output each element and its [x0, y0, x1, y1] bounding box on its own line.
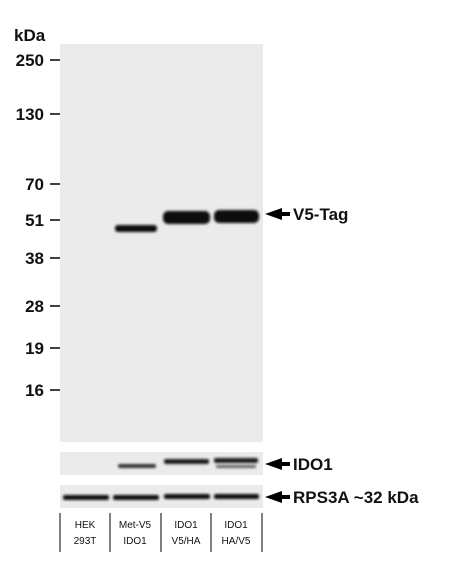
lane-label: IDO1 — [123, 536, 147, 547]
ido1-blot — [60, 452, 263, 475]
marker-label: 70 — [25, 175, 44, 194]
lane-label: HEK — [75, 520, 96, 531]
marker-label: 16 — [25, 381, 44, 400]
lane-label: V5/HA — [172, 536, 201, 547]
lane-labels: HEK 293T Met-V5 IDO1 IDO1 V5/HA IDO1 HA/V5 — [74, 520, 251, 547]
panel-label: RPS3A ~32 kDa — [293, 488, 419, 507]
panel-labels: V5-Tag IDO1 RPS3A ~32 kDa — [265, 205, 419, 507]
band — [214, 210, 259, 223]
lane-label: IDO1 — [174, 520, 198, 531]
band — [118, 464, 156, 468]
lane-label: 293T — [74, 536, 97, 547]
marker-label: 19 — [25, 339, 44, 358]
band — [113, 495, 159, 500]
band — [163, 211, 210, 224]
panel-label: IDO1 — [293, 455, 333, 474]
rps3a-blot — [60, 485, 263, 508]
band — [214, 458, 258, 463]
band — [115, 225, 157, 232]
marker-label: 38 — [25, 249, 44, 268]
panel-label: V5-Tag — [293, 205, 348, 224]
marker-label: 28 — [25, 297, 44, 316]
lane-label: IDO1 — [224, 520, 248, 531]
marker-label: 250 — [16, 51, 44, 70]
arrow — [265, 208, 290, 220]
band — [164, 459, 209, 464]
markers: 250 130 70 51 38 28 19 16 — [16, 51, 60, 400]
band — [216, 465, 256, 468]
arrow — [265, 491, 290, 503]
lane-label: Met-V5 — [119, 520, 152, 531]
band — [63, 495, 109, 500]
marker-label: 130 — [16, 105, 44, 124]
lane-label: HA/V5 — [222, 536, 251, 547]
marker-label: 51 — [25, 211, 44, 230]
unit-label: kDa — [14, 26, 46, 45]
arrow — [265, 458, 290, 470]
main-blot — [60, 44, 263, 442]
band — [164, 494, 210, 499]
band — [214, 494, 259, 499]
lane-dividers — [59, 513, 263, 552]
